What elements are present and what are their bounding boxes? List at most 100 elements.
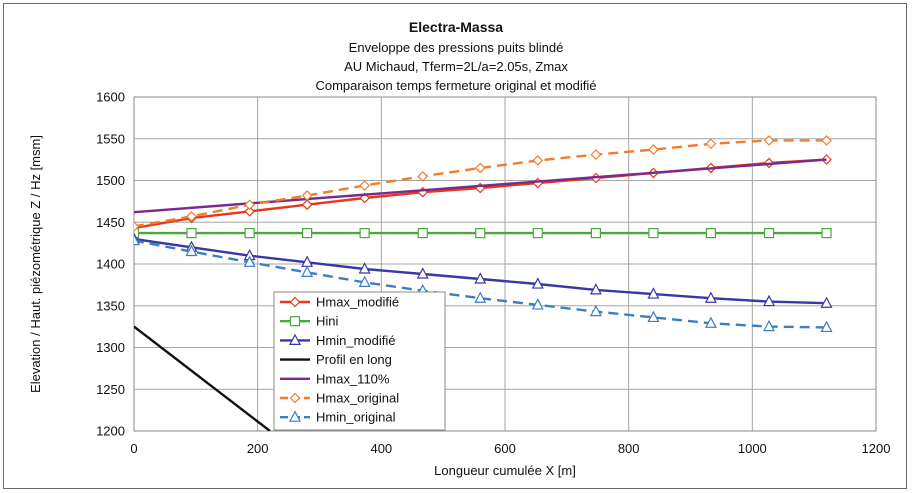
point-hini-2	[244, 228, 255, 239]
point-hmin-modifi--8	[589, 283, 602, 295]
point-hmax-original-5	[417, 170, 429, 182]
legend-label-hmax-original: Hmax_original	[316, 391, 399, 406]
point-hini-12	[821, 228, 832, 239]
chart-frame	[3, 3, 907, 489]
plot-area-border	[133, 96, 877, 432]
point-hmax-original-7	[532, 155, 544, 166]
series-profil-en-long	[134, 325, 271, 431]
point-hmax-original-2	[244, 199, 255, 211]
point-hini-1	[186, 228, 197, 239]
point-hini-3	[302, 228, 313, 239]
point-hini-10	[705, 228, 717, 239]
point-hmin-original-6	[474, 291, 487, 303]
x-axis-label: Longueur cumulée X [m]	[434, 463, 576, 478]
point-hmax-modifi--3	[301, 199, 313, 211]
x-tick-label-200: 200	[247, 441, 269, 456]
point-hmin-original-4	[358, 275, 371, 287]
y-tick-label-1500: 1500	[96, 173, 125, 188]
x-tick-label-600: 600	[494, 441, 516, 456]
point-hini-0	[134, 228, 140, 239]
legend-label-hini: Hini	[316, 314, 339, 329]
point-hmax-original-1	[186, 211, 197, 222]
y-tick-label-1600: 1600	[96, 90, 125, 105]
point-hmax-original-9	[648, 144, 659, 155]
y-tick-label-1250: 1250	[96, 382, 125, 397]
legend-label-hmax-110-: Hmax_110%	[316, 371, 390, 386]
y-tick-label-1300: 1300	[96, 340, 125, 355]
x-tick-label-1200: 1200	[862, 441, 891, 456]
y-tick-label-1450: 1450	[96, 215, 125, 230]
legend-label-hmax-modifi-: Hmax_modifié	[316, 295, 399, 310]
point-hmin-modifi--4	[358, 262, 371, 274]
point-hmin-modifi--11	[763, 294, 776, 307]
chart-subtitle-1: Enveloppe des pressions puits blindé	[349, 40, 564, 55]
legend-item-hmax-110-: Hmax_110%	[280, 371, 390, 386]
series-hmin-original	[134, 233, 833, 333]
point-hmin-modifi--7	[531, 277, 544, 289]
legend-item-hmax-original: Hmax_original	[280, 391, 399, 406]
point-hmin-original-7	[531, 298, 544, 310]
point-hmin-original-10	[704, 316, 717, 328]
point-hmax-original-6	[474, 162, 486, 174]
point-hmax-modifi--7	[532, 177, 544, 189]
chart-subtitle-2: AU Michaud, Tferm=2L/a=2.05s, Zmax	[344, 59, 568, 74]
y-tick-label-1400: 1400	[96, 257, 125, 272]
point-hmin-modifi--5	[416, 267, 429, 279]
point-hmax-original-12	[821, 135, 832, 146]
x-tick-label-800: 800	[618, 441, 640, 456]
legend-label-hmin-modifi-: Hmin_modifié	[316, 333, 395, 348]
point-hmin-original-0	[134, 233, 140, 246]
series-line-profil-en-long	[134, 325, 271, 431]
legend-box	[273, 291, 446, 431]
legend-label-hmin-original: Hmin_original	[316, 410, 396, 425]
point-hmin-original-12	[820, 320, 833, 333]
x-tick-label-0: 0	[130, 441, 137, 456]
y-axis-label: Elevation / Haut. piézométrique Z / Hz […	[28, 135, 43, 393]
point-hini-5	[417, 228, 428, 239]
point-hini-8	[590, 228, 601, 239]
legend-marker-hmax-original	[289, 392, 301, 404]
y-tick-label-1200: 1200	[96, 424, 125, 439]
point-hmax-original-8	[590, 149, 602, 160]
point-hmin-original-9	[647, 310, 660, 323]
point-hmax-modifi--12	[821, 154, 832, 165]
point-hmin-modifi--10	[704, 291, 717, 303]
point-hmin-original-8	[589, 304, 602, 317]
chart-title: Electra-Massa	[409, 19, 503, 35]
legend-item-hmax-modifi-: Hmax_modifié	[280, 295, 399, 310]
y-tick-label-1550: 1550	[96, 131, 125, 146]
x-tick-label-400: 400	[370, 441, 392, 456]
x-tick-label-1000: 1000	[738, 441, 767, 456]
point-hmin-original-1	[185, 244, 198, 257]
point-hmin-modifi--12	[820, 296, 833, 308]
point-hini-11	[763, 228, 775, 239]
legend-marker-hmin-modifi-	[289, 333, 301, 345]
point-hmin-original-2	[243, 255, 256, 267]
legend-item-hmin-modifi-: Hmin_modifié	[280, 333, 395, 348]
series-hini	[134, 228, 832, 239]
point-hmax-original-3	[301, 190, 313, 201]
point-hmin-modifi--6	[474, 272, 487, 284]
point-hmax-original-10	[705, 138, 717, 150]
point-hini-6	[475, 228, 486, 239]
y-tick-label-1350: 1350	[96, 298, 125, 313]
point-hmin-original-3	[301, 265, 314, 277]
point-hmin-modifi--9	[647, 287, 660, 299]
point-hini-4	[359, 228, 370, 239]
legend-label-profil-en-long: Profil en long	[316, 352, 392, 367]
point-hmax-modifi--2	[244, 206, 255, 217]
point-hini-9	[648, 228, 659, 239]
series-hmax-original	[134, 135, 832, 232]
point-hmax-original-0	[134, 221, 140, 232]
point-hmax-original-4	[359, 180, 370, 191]
point-hmin-original-11	[763, 319, 776, 332]
point-hmax-original-11	[763, 135, 775, 146]
legend-marker-hini	[289, 316, 301, 327]
legend-item-profil-en-long: Profil en long	[280, 352, 392, 367]
point-hini-7	[532, 228, 543, 239]
legend-marker-hmin-original	[289, 410, 301, 422]
legend-item-hmin-original: Hmin_original	[280, 410, 396, 425]
legend-item-hini: Hini	[280, 314, 339, 329]
chart-subtitle-3: Comparaison temps fermeture original et …	[315, 78, 596, 93]
